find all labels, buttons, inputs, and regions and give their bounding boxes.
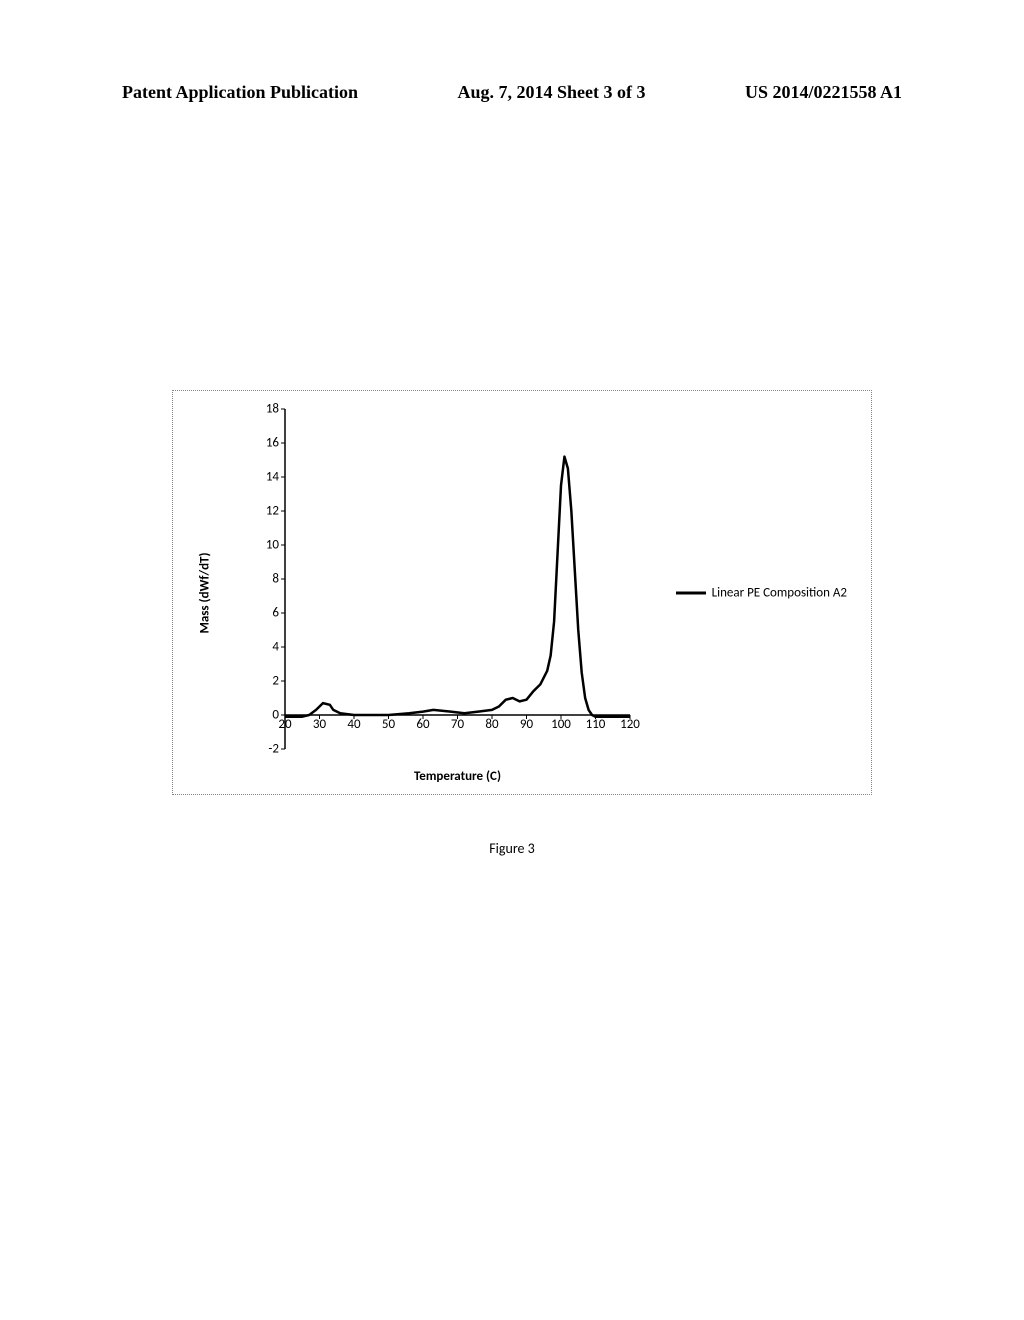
ytick-label: 6 [272, 606, 285, 621]
header-left: Patent Application Publication [122, 82, 358, 103]
plot-area: -202468101214161820304050607080901001101… [285, 409, 630, 749]
ytick-label: 2 [272, 674, 285, 689]
xtick-label: 40 [347, 715, 360, 732]
xtick-label: 100 [551, 715, 571, 732]
x-axis-label: Temperature (C) [285, 769, 630, 784]
figure-caption: Figure 3 [0, 840, 1024, 857]
ytick-label: 16 [266, 436, 285, 451]
xtick-label: 110 [586, 715, 606, 732]
y-axis-label: Mass (dWf/dT) [198, 552, 213, 633]
xtick-label: 120 [620, 715, 640, 732]
ytick-label: 8 [272, 572, 285, 587]
xtick-label: 30 [313, 715, 326, 732]
xtick-label: 20 [278, 715, 291, 732]
xtick-label: 80 [485, 715, 498, 732]
chart-svg [285, 409, 630, 749]
xtick-label: 90 [520, 715, 533, 732]
header-mid: Aug. 7, 2014 Sheet 3 of 3 [458, 82, 646, 103]
ytick-label: 18 [266, 402, 285, 417]
xtick-label: 60 [416, 715, 429, 732]
ytick-label: 4 [272, 640, 285, 655]
ytick-label: 14 [266, 470, 285, 485]
ytick-label: 12 [266, 504, 285, 519]
legend-label: Linear PE Composition A2 [712, 585, 847, 600]
header-right: US 2014/0221558 A1 [745, 82, 902, 103]
xtick-label: 70 [451, 715, 464, 732]
page-header: Patent Application Publication Aug. 7, 2… [122, 82, 902, 103]
chart-inner: Mass (dWf/dT) -2024681012141618203040506… [173, 391, 871, 794]
legend-line-icon [676, 591, 706, 594]
xtick-label: 50 [382, 715, 395, 732]
ytick-label: 10 [266, 538, 285, 553]
chart-container: Mass (dWf/dT) -2024681012141618203040506… [172, 390, 872, 795]
ytick-label: -2 [268, 742, 285, 757]
chart-legend: Linear PE Composition A2 [676, 585, 847, 600]
